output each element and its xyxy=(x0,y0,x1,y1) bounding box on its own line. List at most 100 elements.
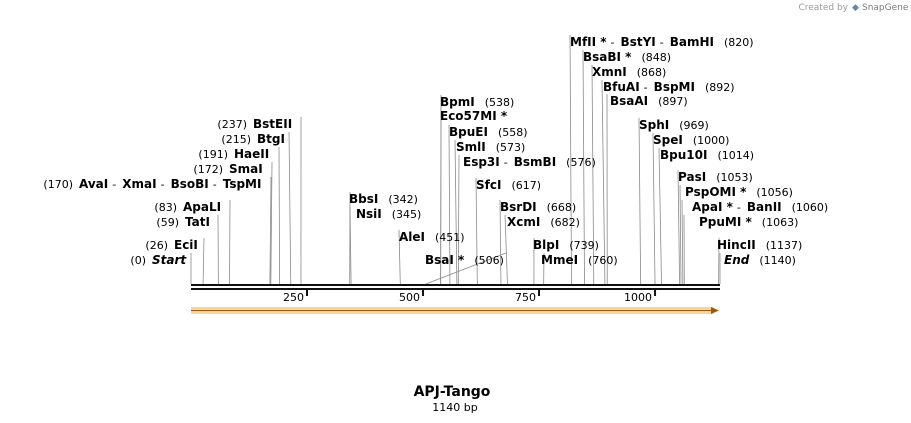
enzyme-name: BspMI xyxy=(654,80,695,94)
site-leader-line xyxy=(569,34,572,285)
site-label[interactable]: (1063) PpuMI * xyxy=(699,215,798,229)
site-position: (215) xyxy=(221,133,251,146)
site-leader-line xyxy=(475,177,478,285)
site-position: (868) xyxy=(637,66,667,79)
site-label[interactable]: (558) BpuEI xyxy=(449,125,528,139)
site-label[interactable]: (576) Esp3I - BsmBI xyxy=(463,155,596,169)
site-position: (969) xyxy=(679,119,709,132)
site-label[interactable]: (1014) Bpu10I xyxy=(660,148,754,162)
site-label[interactable]: (345) NsiI xyxy=(356,207,421,221)
site-label[interactable]: (1053) PasI xyxy=(678,170,753,184)
enzyme-name: BpmI xyxy=(440,95,475,109)
site-position: (820) xyxy=(724,36,754,49)
site-label[interactable]: (0) Start xyxy=(130,253,187,267)
site-label[interactable]: (1137) HincII xyxy=(717,238,802,252)
site-label[interactable]: (892) BfuAI - BspMI xyxy=(603,80,735,94)
site-label[interactable]: (506) BsaI * xyxy=(425,253,504,267)
site-leader-line xyxy=(504,214,508,285)
enzyme-name: Eco57MI * xyxy=(440,109,508,123)
enzyme-name: End xyxy=(724,253,750,267)
name-separator: - xyxy=(213,178,217,191)
site-leader-line xyxy=(677,169,681,285)
site-position: (576) xyxy=(566,156,596,169)
site-label[interactable]: (682) XcmI xyxy=(507,215,580,229)
site-label[interactable]: (451) AleI xyxy=(399,230,465,244)
enzyme-name: BstYI xyxy=(621,35,656,49)
site-position: (172) xyxy=(193,163,223,176)
enzyme-name: ApaLI xyxy=(183,200,221,214)
site-label[interactable]: (848) BsaBI * xyxy=(583,50,671,64)
name-separator: - xyxy=(660,36,664,49)
enzyme-name: PasI xyxy=(678,170,706,184)
credit-brand: SnapGene xyxy=(862,3,909,13)
site-label[interactable]: (969) SphI xyxy=(639,118,709,132)
site-leader-line xyxy=(202,237,205,285)
enzyme-name: Start xyxy=(152,253,187,267)
scale-tick-label: 750 xyxy=(515,291,536,304)
enzyme-name: PspOMI * xyxy=(685,185,747,199)
enzyme-name: BanII xyxy=(747,200,782,214)
name-separator: - xyxy=(504,156,508,169)
site-position: (1140) xyxy=(759,254,796,267)
site-label[interactable]: (760) MmeI xyxy=(541,253,618,267)
enzyme-name: SmaI xyxy=(229,162,263,176)
site-label[interactable]: (538) BpmI xyxy=(440,95,514,109)
site-label[interactable]: (26) EciI xyxy=(145,238,197,252)
scale-tick-label: 250 xyxy=(283,291,304,304)
enzyme-name: BsoBI xyxy=(171,177,209,191)
site-leader-line xyxy=(638,117,642,285)
site-label[interactable]: (170) AvaI - XmaI - BsoBI - TspMI xyxy=(43,177,261,191)
feature-arrow-head-icon xyxy=(711,307,719,314)
site-position: (897) xyxy=(658,95,688,108)
site-leader-line xyxy=(457,154,460,285)
site-position: (1014) xyxy=(717,149,754,162)
site-label[interactable]: (573) SmlI xyxy=(456,140,525,154)
site-label[interactable]: (868) XmnI xyxy=(592,65,666,79)
site-label[interactable]: (820)MfII * - BstYI - BamHI xyxy=(570,35,754,49)
enzyme-name: XcmI xyxy=(507,215,540,229)
site-label[interactable]: (342) BbsI xyxy=(349,192,418,206)
scale-ticks: 250 500 750 1000 xyxy=(283,289,657,304)
site-label[interactable]: (191) HaeII xyxy=(198,147,269,161)
enzyme-name: BbsI xyxy=(349,192,378,206)
enzyme-name: BsrDI xyxy=(500,200,537,214)
enzyme-name: SmlI xyxy=(456,140,486,154)
site-label[interactable]: (668) BsrDI xyxy=(500,200,576,214)
site-label[interactable]: (59) TatI xyxy=(156,215,210,229)
site-label[interactable]: (237) BstEII xyxy=(217,117,292,131)
enzyme-name: BstEII xyxy=(253,117,292,131)
construct-info: APJ-Tango 1140 bp xyxy=(414,384,491,414)
construct-name: APJ-Tango xyxy=(414,384,491,400)
site-label[interactable]: (172) SmaI xyxy=(193,162,262,176)
site-position: (558) xyxy=(498,126,528,139)
site-position: (1000) xyxy=(693,134,730,147)
site-label[interactable]: (1000) SpeI xyxy=(653,133,729,147)
site-position: (83) xyxy=(154,201,177,214)
site-leader-line xyxy=(499,199,502,285)
site-position: (848) xyxy=(641,51,671,64)
site-label[interactable]: (617) SfcI xyxy=(476,178,541,192)
site-position: (1053) xyxy=(716,171,753,184)
site-label[interactable]: (897) BsaAI xyxy=(610,94,688,108)
site-label[interactable]: (739) BlpI xyxy=(533,238,599,252)
site-position: (760) xyxy=(588,254,618,267)
site-label[interactable]: (1056) PspOMI * xyxy=(685,185,793,199)
site-position: (0) xyxy=(130,254,146,267)
site-label[interactable]: (1060) ApaI * - BanII xyxy=(692,200,828,214)
feature-arrow[interactable] xyxy=(191,307,719,314)
site-position: (668) xyxy=(547,201,577,214)
name-separator: - xyxy=(161,178,165,191)
credit-text: Created by xyxy=(798,3,848,13)
site-leader-line xyxy=(679,184,682,285)
name-separator: - xyxy=(644,81,648,94)
enzyme-name: BamHI xyxy=(670,35,714,49)
site-label[interactable]: Eco57MI * xyxy=(440,109,508,123)
enzyme-name: BtgI xyxy=(257,132,285,146)
enzyme-name: PpuMI * xyxy=(699,215,753,229)
enzyme-name: BsaBI * xyxy=(583,50,632,64)
site-label[interactable]: (215) BtgI xyxy=(221,132,285,146)
site-label[interactable]: (1140) End xyxy=(724,253,796,267)
site-label[interactable]: (83) ApaLI xyxy=(154,200,221,214)
site-position: (682) xyxy=(550,216,580,229)
